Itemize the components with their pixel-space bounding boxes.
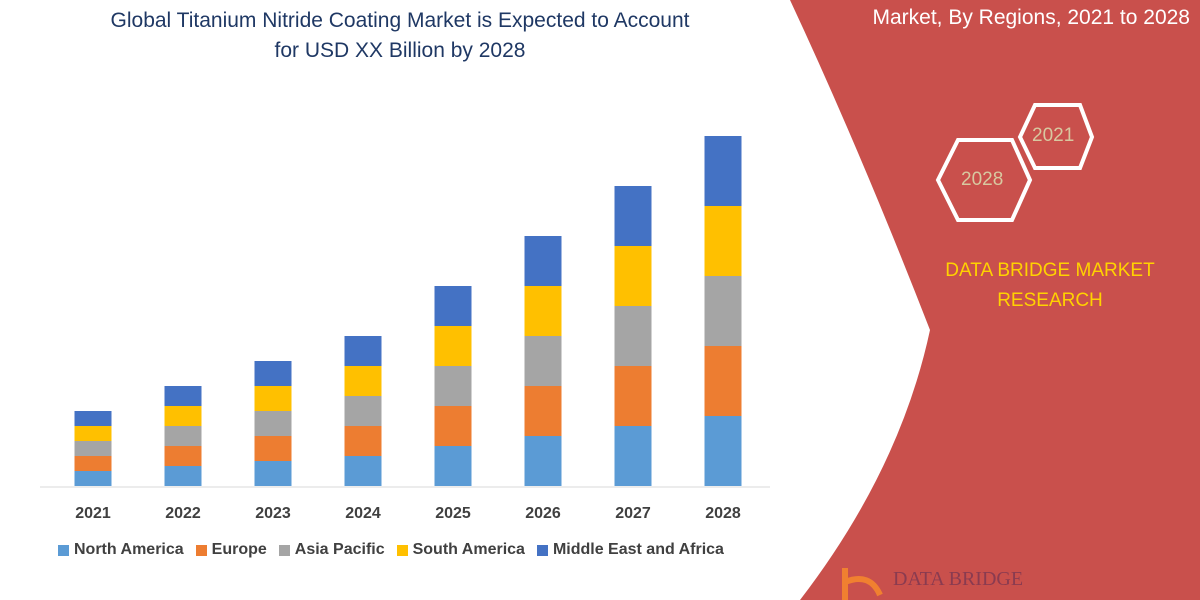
x-tick-label: 2026 bbox=[525, 505, 561, 522]
bar-2023-asia-pacific bbox=[254, 411, 292, 436]
bar-2024-asia-pacific bbox=[344, 396, 382, 426]
bar-2026-europe bbox=[524, 386, 562, 436]
legend-swatch bbox=[195, 544, 207, 556]
legend-swatch bbox=[396, 544, 408, 556]
bar-2022-europe bbox=[164, 446, 202, 466]
bar-2027-south-america bbox=[614, 246, 652, 306]
legend: North America Europe Asia Pacific South Ame… bbox=[58, 541, 724, 559]
bar-2028-asia-pacific bbox=[704, 276, 742, 346]
bar-2024-middle-east-and-africa bbox=[344, 336, 382, 366]
legend-item: Middle East and Africa bbox=[536, 541, 724, 559]
bar-2024-north-america bbox=[344, 456, 382, 486]
bar-2021-asia-pacific bbox=[74, 441, 112, 456]
bar-2026-asia-pacific bbox=[524, 336, 562, 386]
bar-2021-north-america bbox=[74, 471, 112, 486]
bar-2021-middle-east-and-africa bbox=[74, 411, 112, 426]
legend-label: South America bbox=[412, 541, 525, 558]
hex-label-2028: 2028 bbox=[961, 169, 1004, 190]
bar-2023-europe bbox=[254, 436, 292, 461]
title-line-1: Global Titanium Nitride Coating Market i… bbox=[110, 9, 690, 32]
bar-2021-europe bbox=[74, 456, 112, 471]
logo-text: DATA BRIDGE bbox=[893, 568, 1024, 590]
hexagon-2021-icon bbox=[1017, 103, 1095, 170]
bar-2028-europe bbox=[704, 346, 742, 416]
bar-2027-middle-east-and-africa bbox=[614, 186, 652, 246]
legend-swatch bbox=[278, 544, 290, 556]
legend-label: Asia Pacific bbox=[294, 541, 385, 558]
bar-2027-asia-pacific bbox=[614, 306, 652, 366]
x-tick-label: 2028 bbox=[705, 505, 741, 522]
bar-2025-north-america bbox=[434, 446, 472, 486]
legend-swatch bbox=[58, 544, 69, 556]
bar-2024-europe bbox=[344, 426, 382, 456]
bar-2023-north-america bbox=[254, 461, 292, 486]
bar-2025-middle-east-and-africa bbox=[434, 286, 472, 326]
title-line-2: for USD XX Billion by 2028 bbox=[274, 39, 526, 62]
hex-label-2021: 2021 bbox=[1032, 125, 1075, 146]
logo-icon bbox=[842, 568, 883, 600]
bar-2027-north-america bbox=[614, 426, 652, 486]
bar-2022-south-america bbox=[164, 406, 202, 426]
bar-2026-middle-east-and-africa bbox=[524, 236, 562, 286]
bar-2023-south-america bbox=[254, 386, 292, 411]
x-tick-label: 2024 bbox=[345, 505, 381, 522]
legend-label: Europe bbox=[211, 541, 267, 558]
x-tick-label: 2022 bbox=[165, 505, 201, 522]
x-tick-label: 2023 bbox=[255, 505, 291, 522]
bar-2023-middle-east-and-africa bbox=[254, 361, 292, 386]
bar-2025-europe bbox=[434, 406, 472, 446]
legend-item: Asia Pacific bbox=[278, 541, 385, 559]
bar-2022-north-america bbox=[164, 466, 202, 486]
legend-swatch bbox=[536, 544, 548, 556]
bar-2026-south-america bbox=[524, 286, 562, 336]
bar-2024-south-america bbox=[344, 366, 382, 396]
chart-title: Global Titanium Nitride Coating Market i… bbox=[40, 6, 760, 66]
bar-2021-south-america bbox=[74, 426, 112, 441]
x-tick-label: 2027 bbox=[615, 505, 651, 522]
bar-2026-north-america bbox=[524, 436, 562, 486]
legend-label: North America bbox=[74, 541, 184, 558]
bar-2022-asia-pacific bbox=[164, 426, 202, 446]
panel-title: Market, By Regions, 2021 to 2028 bbox=[872, 6, 1190, 29]
brand-text: DATA BRIDGE MARKET RESEARCH bbox=[945, 260, 1155, 311]
bar-2028-north-america bbox=[704, 416, 742, 486]
bar-2022-middle-east-and-africa bbox=[164, 386, 202, 406]
bar-2025-south-america bbox=[434, 326, 472, 366]
legend-item: North America bbox=[58, 541, 184, 559]
red-panel bbox=[790, 0, 1200, 600]
bar-2025-asia-pacific bbox=[434, 366, 472, 406]
x-tick-label: 2025 bbox=[435, 505, 471, 522]
bar-2028-middle-east-and-africa bbox=[704, 136, 742, 206]
legend-item: Europe bbox=[195, 541, 267, 559]
legend-label: Middle East and Africa bbox=[552, 541, 724, 558]
x-tick-label: 2021 bbox=[75, 505, 111, 522]
bar-2028-south-america bbox=[704, 206, 742, 276]
hexagon-2028-icon bbox=[935, 138, 1033, 222]
legend-item: South America bbox=[396, 541, 525, 559]
bar-2027-europe bbox=[614, 366, 652, 426]
